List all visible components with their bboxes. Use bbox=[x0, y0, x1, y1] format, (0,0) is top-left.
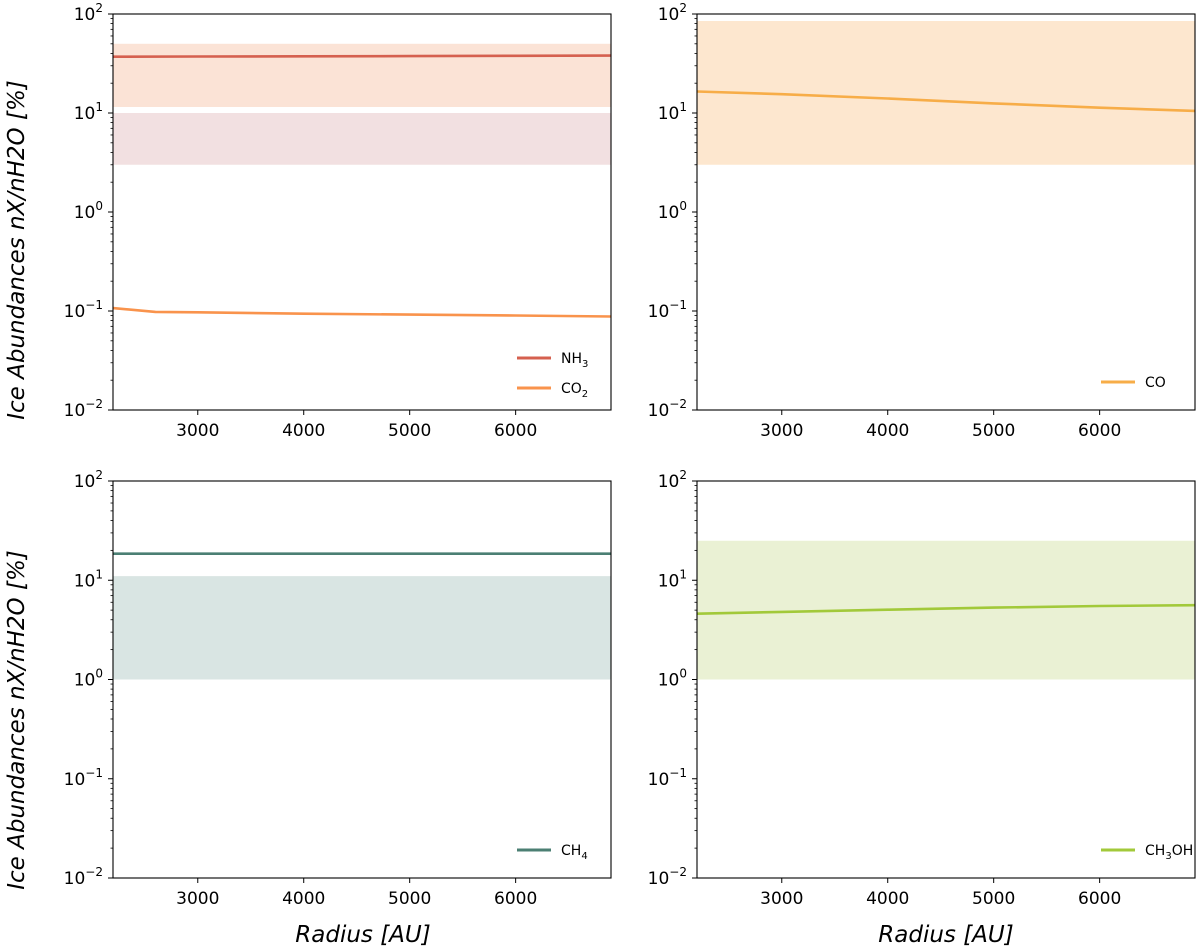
x-axis-label-right: Radius [AU] bbox=[878, 922, 1013, 948]
y-axis-label: Ice Abundances nX/nH2O [%] bbox=[4, 80, 30, 420]
y-tick-label: 101 bbox=[658, 100, 687, 124]
chart-panel-bottom-right: 3000 4000 5000 6000 10−2 10−1 100 101 102 CH3OH bbox=[648, 468, 1196, 909]
y-tick-label: 10−1 bbox=[648, 298, 687, 322]
y-tick-label: 10−1 bbox=[64, 298, 103, 322]
y-tick-label: 102 bbox=[74, 1, 103, 25]
series-line-CO2 bbox=[112, 306, 612, 318]
legend-label-CH3OH: CH3OH bbox=[1145, 843, 1193, 862]
y-tick-label: 100 bbox=[658, 667, 687, 691]
range-band-0 bbox=[113, 43, 611, 107]
range-band-0 bbox=[113, 576, 611, 680]
legend-label-NH3: NH3 bbox=[561, 351, 588, 370]
x-tick-label: 6000 bbox=[494, 889, 537, 909]
y-tick-label: 102 bbox=[658, 468, 687, 492]
y-tick-label: 10−2 bbox=[648, 865, 687, 889]
series-line-CO bbox=[696, 90, 1196, 113]
legend-label-CO2: CO2 bbox=[561, 381, 588, 400]
y-tick-label: 10−2 bbox=[64, 397, 103, 421]
x-tick-label: 5000 bbox=[388, 421, 431, 441]
x-tick-label: 3000 bbox=[760, 889, 803, 909]
range-band-1 bbox=[113, 113, 611, 165]
series-line-NH3 bbox=[112, 54, 612, 58]
x-tick-label: 3000 bbox=[176, 421, 219, 441]
y-tick-label: 10−1 bbox=[648, 766, 687, 790]
y-tick-label: 10−2 bbox=[648, 397, 687, 421]
y-tick-label: 100 bbox=[658, 199, 687, 223]
y-tick-label: 100 bbox=[74, 667, 103, 691]
legend-label-CH4: CH4 bbox=[561, 843, 588, 862]
y-axis-label-bottom: Ice Abundances nX/nH2O [%] bbox=[4, 550, 30, 890]
y-tick-label: 10−1 bbox=[64, 766, 103, 790]
x-tick-label: 6000 bbox=[494, 421, 537, 441]
y-tick-label: 101 bbox=[658, 567, 687, 591]
x-tick-label: 4000 bbox=[866, 421, 909, 441]
x-tick-label: 3000 bbox=[176, 889, 219, 909]
x-tick-label: 4000 bbox=[282, 421, 325, 441]
y-tick-label: 100 bbox=[74, 199, 103, 223]
y-tick-label: 102 bbox=[74, 468, 103, 492]
y-tick-label: 102 bbox=[658, 1, 687, 25]
x-tick-label: 3000 bbox=[760, 421, 803, 441]
x-axis-label-left: Radius [AU] bbox=[295, 922, 430, 948]
x-tick-label: 4000 bbox=[282, 889, 325, 909]
x-tick-label: 4000 bbox=[866, 889, 909, 909]
range-band-0 bbox=[697, 540, 1195, 680]
chart-panel-top-right: 3000 4000 5000 6000 10−2 10−1 100 101 102 CO bbox=[648, 1, 1196, 441]
y-tick-label: 101 bbox=[74, 567, 103, 591]
y-tick-label: 101 bbox=[74, 100, 103, 124]
chart-panel-bottom-left: 3000 4000 5000 6000 10−2 10−1 100 101 102 CH4 bbox=[64, 468, 612, 909]
y-tick-label: 10−2 bbox=[64, 865, 103, 889]
x-tick-label: 5000 bbox=[972, 421, 1015, 441]
x-tick-label: 6000 bbox=[1078, 889, 1121, 909]
x-tick-label: 6000 bbox=[1078, 421, 1121, 441]
series-line-CH3OH bbox=[696, 603, 1196, 615]
x-tick-label: 5000 bbox=[388, 889, 431, 909]
chart-panel-top-left: 3000 4000 5000 6000 10−2 10−1 100 101 102 NH3 CO2 bbox=[64, 1, 612, 441]
legend-label-CO: CO bbox=[1145, 375, 1166, 391]
axes-layer: 3000 4000 5000 600010−210−1100101102NH3CO23… bbox=[64, 1, 1196, 909]
x-tick-label: 5000 bbox=[972, 889, 1015, 909]
